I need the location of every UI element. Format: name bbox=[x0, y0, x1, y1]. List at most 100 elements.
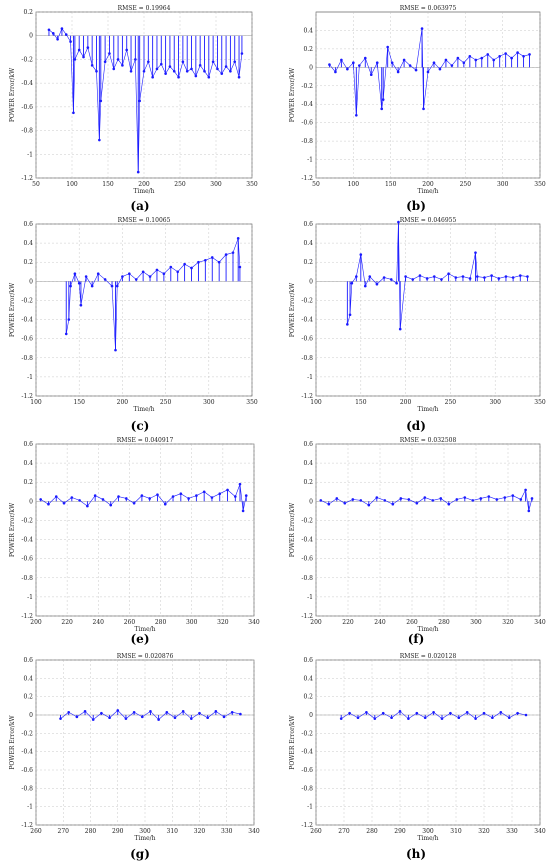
y-tick-label: 0.6 bbox=[23, 221, 33, 228]
data-point bbox=[468, 277, 472, 280]
data-point bbox=[237, 75, 241, 79]
x-tick-label: 250 bbox=[160, 399, 172, 406]
x-tick-label: 290 bbox=[112, 828, 124, 835]
y-axis-label: POWER Error/kW bbox=[9, 67, 16, 122]
data-point bbox=[492, 58, 496, 62]
data-point bbox=[319, 499, 323, 502]
data-point bbox=[461, 275, 465, 278]
data-point bbox=[114, 348, 117, 352]
y-tick-label: -0.2 bbox=[21, 56, 33, 63]
data-point bbox=[64, 33, 68, 36]
data-point bbox=[432, 710, 435, 714]
data-point bbox=[203, 69, 206, 73]
data-point bbox=[504, 275, 508, 278]
y-tick-label: -0.6 bbox=[21, 767, 33, 774]
data-point bbox=[211, 60, 215, 64]
data-point bbox=[415, 501, 419, 505]
data-point bbox=[447, 502, 451, 506]
data-point bbox=[140, 494, 144, 497]
data-point bbox=[343, 501, 347, 505]
x-axis-label: Time/h bbox=[417, 626, 438, 633]
data-point bbox=[475, 275, 479, 278]
x-tick-label: 220 bbox=[61, 619, 73, 626]
y-tick-label: -0.6 bbox=[21, 556, 33, 563]
y-axis-label: POWER Error/kW bbox=[289, 502, 296, 557]
data-point bbox=[530, 497, 534, 500]
data-point bbox=[528, 53, 531, 56]
x-tick-label: 350 bbox=[534, 399, 546, 406]
x-tick-label: 150 bbox=[73, 399, 85, 406]
data-point bbox=[519, 498, 523, 501]
y-tick-label: 0.2 bbox=[23, 479, 33, 486]
data-point bbox=[340, 58, 343, 62]
x-axis-label: Time/h bbox=[134, 626, 155, 633]
data-point bbox=[511, 276, 515, 279]
data-point bbox=[164, 72, 167, 75]
data-point bbox=[367, 503, 371, 507]
data-point bbox=[109, 503, 113, 507]
x-tick-label: 270 bbox=[58, 828, 70, 835]
data-point bbox=[359, 499, 363, 502]
y-tick-label: 0.2 bbox=[303, 46, 313, 53]
chart-title: RMSE = 0.040917 bbox=[117, 437, 174, 444]
data-point bbox=[79, 303, 83, 307]
data-series bbox=[328, 27, 531, 117]
y-tick-label: -0.4 bbox=[301, 537, 313, 544]
data-point bbox=[407, 717, 410, 720]
y-tick-label: -1 bbox=[27, 804, 33, 811]
data-point bbox=[93, 494, 97, 497]
data-point bbox=[99, 99, 103, 103]
data-point bbox=[103, 60, 107, 64]
data-point bbox=[177, 75, 180, 79]
data-point bbox=[450, 64, 454, 67]
data-point bbox=[375, 61, 379, 65]
y-tick-label: -0.8 bbox=[21, 128, 33, 135]
data-series bbox=[339, 710, 528, 720]
data-point bbox=[238, 265, 242, 269]
data-point bbox=[468, 54, 472, 58]
y-tick-label: -0.4 bbox=[21, 537, 33, 544]
x-axis-label: Time/h bbox=[133, 188, 154, 195]
y-tick-label: -1.2 bbox=[301, 613, 313, 620]
y-tick-label: 0.4 bbox=[303, 27, 313, 34]
x-tick-label: 300 bbox=[470, 619, 482, 626]
data-point bbox=[526, 275, 529, 278]
y-tick-label: -1 bbox=[307, 157, 313, 164]
chart-panel: 50 100 150 200 250 300 350 0.2 0 -0.2 -0.4 -0.6 -0.8… bbox=[9, 5, 258, 213]
data-point bbox=[204, 259, 207, 262]
x-tick-label: 300 bbox=[489, 399, 501, 406]
data-point bbox=[194, 74, 198, 78]
data-point bbox=[373, 717, 377, 720]
y-tick-label: -0.4 bbox=[21, 80, 33, 87]
data-point bbox=[375, 282, 379, 286]
x-tick-label: 320 bbox=[194, 828, 206, 835]
data-series bbox=[39, 482, 248, 513]
data-point bbox=[198, 64, 202, 67]
data-point bbox=[389, 278, 393, 281]
chart-panel: 200 220 240 260 280 300 320 340 0.6 0.4 0.2 0 -0.2 -0… bbox=[289, 437, 546, 646]
data-point bbox=[151, 75, 154, 79]
data-point bbox=[522, 54, 525, 58]
data-point bbox=[339, 717, 343, 720]
data-point bbox=[47, 28, 51, 32]
x-tick-label: 260 bbox=[30, 828, 42, 835]
data-point bbox=[239, 712, 242, 716]
data-point bbox=[121, 275, 124, 278]
y-tick-label: -0.2 bbox=[301, 297, 313, 304]
y-tick-label: 0.6 bbox=[303, 657, 313, 664]
panel-label: (b) bbox=[406, 199, 426, 213]
plot-area bbox=[35, 223, 253, 397]
chart-panel: 100 150 200 250 300 350 0.6 0.4 0.2 0 -0.2 -0.4 -0.6… bbox=[9, 217, 258, 433]
data-point bbox=[420, 27, 424, 30]
data-point bbox=[108, 52, 111, 55]
data-point bbox=[83, 710, 87, 713]
data-point bbox=[463, 496, 467, 499]
y-tick-label: 0.4 bbox=[23, 675, 33, 682]
data-point bbox=[159, 62, 163, 66]
x-tick-label: 300 bbox=[203, 399, 215, 406]
chart-panel: 200 220 240 260 280 300 320 340 0.6 0.4 0.2 0 -0.2 -0… bbox=[9, 437, 260, 646]
x-tick-label: 320 bbox=[217, 619, 229, 626]
data-point bbox=[369, 73, 373, 77]
data-point bbox=[423, 496, 427, 499]
data-point bbox=[479, 497, 483, 500]
